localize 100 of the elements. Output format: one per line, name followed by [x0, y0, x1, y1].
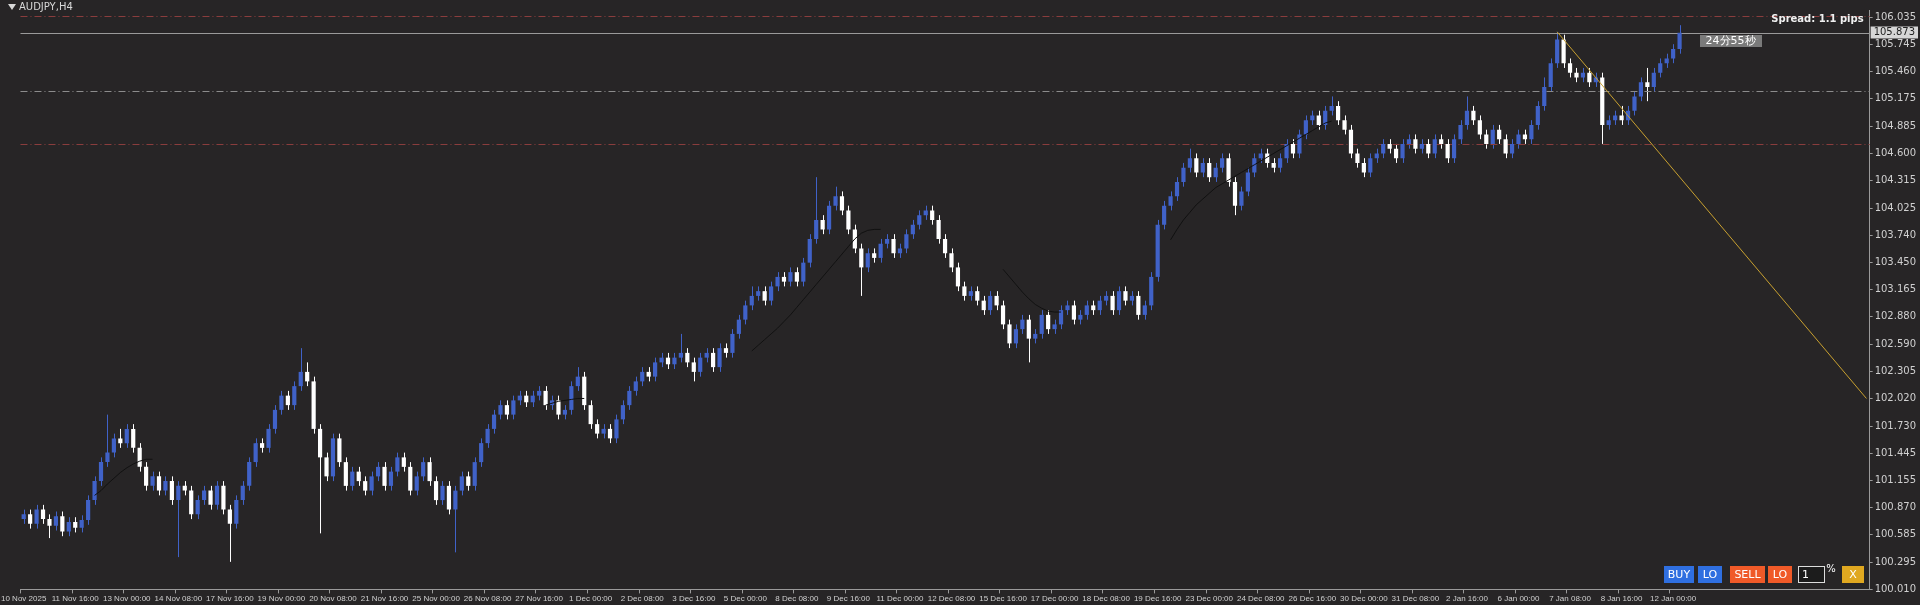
candlestick — [839, 190, 845, 216]
candlestick — [337, 433, 342, 468]
x-tick-label: 12 Jan 00:00 — [1650, 594, 1697, 604]
candlestick — [917, 209, 922, 230]
candlestick — [730, 328, 735, 359]
candlestick — [1297, 129, 1302, 159]
candlestick — [66, 516, 71, 537]
candlestick — [53, 511, 58, 532]
candlestick — [878, 238, 883, 264]
candlestick — [111, 433, 116, 458]
candlestick — [1142, 300, 1147, 321]
candlestick — [1484, 129, 1489, 150]
candlestick — [743, 300, 748, 325]
candlestick — [176, 480, 181, 558]
candlestick — [1632, 91, 1637, 116]
annotation: BUY — [1664, 566, 1694, 583]
candlestick — [1368, 152, 1373, 178]
candlestick — [1348, 124, 1354, 159]
y-tick-label: 102.020 — [1874, 392, 1917, 404]
candlestick — [446, 480, 452, 515]
candlestick — [427, 456, 432, 487]
candlestick — [1548, 57, 1553, 93]
candlestick — [47, 513, 52, 539]
candlestick — [498, 399, 503, 420]
candlestick — [131, 423, 136, 454]
candlestick — [936, 214, 941, 245]
candlestick — [285, 390, 290, 411]
candlestick — [1413, 133, 1418, 154]
candlestick — [202, 485, 207, 506]
x-tick-label: 2 Dec 08:00 — [620, 594, 665, 604]
candlestick — [98, 456, 104, 487]
candlestick — [388, 466, 394, 492]
candlestick — [717, 342, 722, 373]
candlestick — [1168, 190, 1173, 211]
annotation: 1 — [1798, 566, 1825, 583]
candlestick — [247, 456, 252, 492]
x-tick-label: 1 Dec 00:00 — [569, 594, 613, 604]
candlestick — [678, 333, 683, 363]
candlestick — [1471, 105, 1476, 126]
candlestick — [440, 480, 445, 506]
candlestick — [1451, 133, 1457, 164]
candlestick — [221, 480, 226, 515]
candlestick — [1136, 290, 1141, 321]
candlestick — [1181, 162, 1186, 188]
candlestick — [472, 456, 477, 492]
candlestick — [904, 228, 909, 254]
y-tick-label: 101.730 — [1874, 419, 1917, 431]
candlestick — [975, 285, 980, 306]
candlestick — [1039, 309, 1044, 340]
candlestick — [698, 352, 703, 378]
y-tick-label: 106.035 — [1874, 10, 1917, 22]
candlestick — [1116, 285, 1122, 316]
candlestick — [981, 295, 986, 316]
candlestick — [433, 475, 439, 506]
y-tick-label: 100.870 — [1874, 501, 1917, 513]
candlestick — [1194, 152, 1199, 178]
candlestick — [1432, 133, 1437, 159]
candlestick — [1458, 119, 1463, 145]
candlestick — [453, 485, 458, 553]
candlestick — [234, 494, 239, 530]
candlestick — [1303, 114, 1308, 140]
ref-line-label: 105.873 — [1873, 26, 1916, 38]
candlestick — [1342, 114, 1347, 135]
candlestick — [1097, 295, 1102, 316]
candlestick — [807, 233, 812, 268]
candlestick — [1239, 186, 1244, 211]
candlestick — [1400, 138, 1405, 164]
x-tick-label: 5 Dec 00:00 — [723, 594, 768, 604]
candlestick — [1278, 152, 1283, 173]
candlestick — [1658, 57, 1663, 78]
candlestick — [1638, 76, 1644, 102]
x-tick-label: 30 Dec 00:00 — [1340, 594, 1389, 604]
y-tick-label: 101.445 — [1874, 446, 1917, 458]
candlestick — [150, 471, 155, 492]
candlestick — [1013, 323, 1019, 349]
candlestick — [491, 409, 497, 435]
x-tick-label: 15 Dec 16:00 — [979, 594, 1028, 604]
y-tick-label: 105.460 — [1874, 65, 1917, 77]
candlestick — [1477, 114, 1482, 140]
candlestick — [1084, 300, 1089, 321]
x-tick-label: 24 Dec 08:00 — [1236, 594, 1286, 604]
candlestick — [569, 380, 574, 416]
candlestick — [749, 285, 754, 311]
candlestick — [479, 437, 484, 468]
candlestick — [949, 247, 954, 273]
candlestick — [350, 466, 355, 492]
candlestick — [208, 485, 213, 511]
candlestick — [994, 290, 999, 311]
candlestick — [34, 504, 39, 530]
candlestick — [466, 471, 471, 492]
y-tick-label: 100.010 — [1874, 582, 1917, 594]
x-tick-label: 8 Dec 08:00 — [775, 594, 819, 604]
candlestick — [1020, 314, 1025, 335]
candlestick — [1336, 100, 1341, 126]
candlestick — [1000, 300, 1006, 330]
annotation: LO — [1768, 566, 1792, 583]
candlestick — [607, 423, 613, 444]
x-tick-label: 11 Dec 00:00 — [876, 594, 924, 604]
x-tick-label: 25 Nov 00:00 — [412, 594, 461, 604]
candlestick — [414, 471, 419, 496]
